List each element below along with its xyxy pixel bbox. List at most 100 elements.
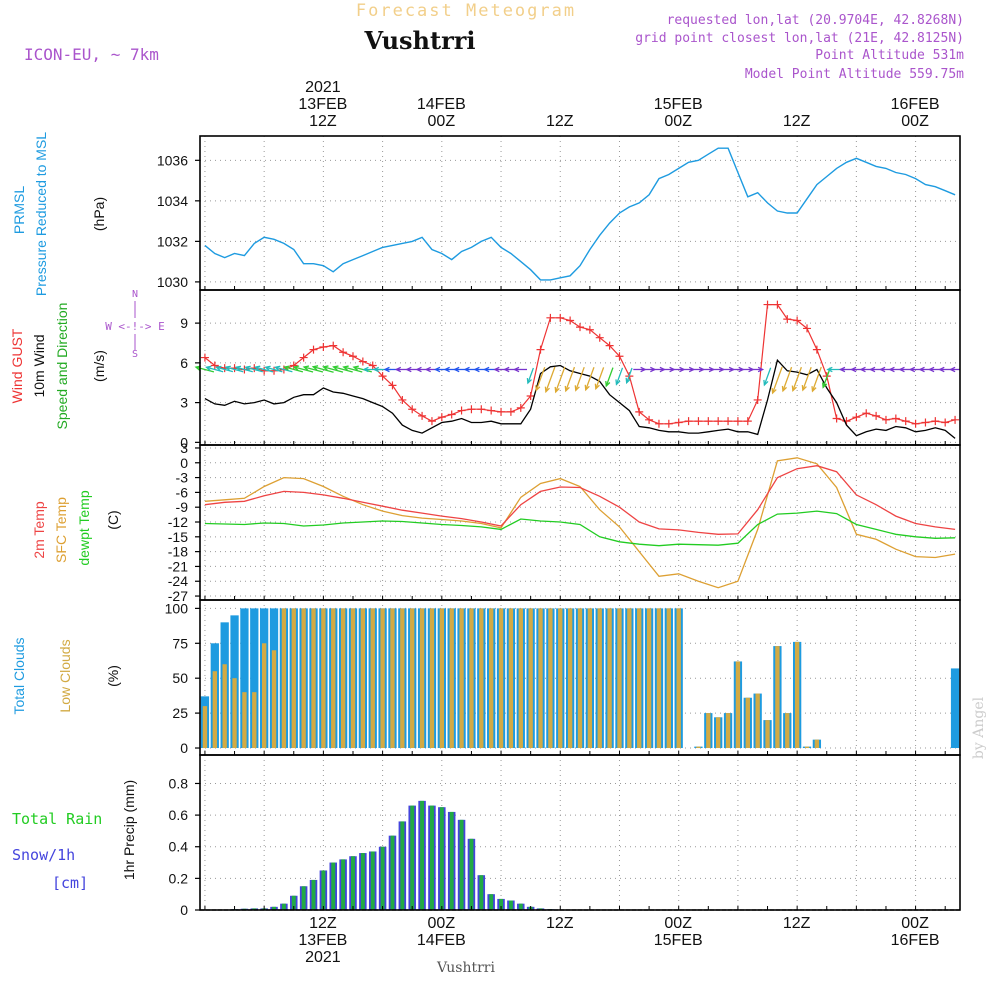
time-label-top: 14FEB (417, 96, 466, 113)
total-cloud-bar (250, 608, 259, 749)
ytick-label: -24 (168, 573, 188, 589)
wind-arrow (554, 366, 566, 394)
gust-point (526, 391, 535, 400)
gust-point (585, 325, 594, 334)
low-cloud-bar (538, 608, 543, 749)
time-label-top: 16FEB (891, 96, 940, 113)
precip-bar (439, 807, 444, 910)
gust-point (891, 414, 900, 423)
wind-arrow (526, 367, 534, 385)
gust-point (437, 413, 446, 422)
ytick-label: 1036 (157, 152, 188, 168)
requested-coords: requested lon,lat (20.9704E, 42.8268N) (667, 13, 964, 28)
time-label-top: 12Z (309, 113, 337, 130)
gust-point (941, 418, 950, 427)
total-clouds-label: Total Clouds (11, 637, 27, 714)
gust-point (951, 415, 960, 424)
wind-arrow (791, 366, 803, 393)
gust-point (783, 315, 792, 324)
wind-arrow (234, 365, 253, 373)
gust-point (348, 352, 357, 361)
grid-point-coords: grid point closest lon,lat (21E, 42.8125… (635, 31, 964, 46)
wind-arrow (535, 366, 546, 392)
watermark: by Angel (971, 696, 987, 759)
compass-s: S (132, 349, 138, 360)
wind-arrow (215, 365, 234, 373)
gust-point (358, 357, 367, 366)
low-cloud-bar (469, 608, 474, 749)
gust-point (200, 353, 209, 362)
time-label-bottom: 00Z (901, 915, 929, 932)
gust-point (487, 406, 496, 415)
gust-point (497, 407, 506, 416)
ytick-label: 0.8 (169, 775, 189, 791)
ytick-label: -15 (168, 529, 188, 545)
gust-point (339, 348, 348, 357)
low-cloud-bar (321, 608, 326, 749)
ytick-label: 1030 (157, 274, 188, 290)
wind-arrow (253, 365, 274, 373)
low-cloud-bar (360, 608, 366, 749)
low-cloud-bar (291, 608, 296, 749)
gust-point (694, 417, 703, 426)
gust-point (319, 342, 328, 351)
wind-arrow (703, 366, 716, 373)
wind-arrow (653, 366, 666, 373)
total-cloud-bar (950, 668, 960, 749)
ytick-label: 0.4 (169, 839, 189, 855)
wind-arrow (663, 366, 676, 373)
precip-bar (410, 805, 415, 910)
precip-bar (341, 859, 346, 910)
ytick-label: 6 (180, 355, 188, 371)
total-cloud-bar (240, 608, 249, 749)
low-cloud-bar (271, 650, 277, 749)
time-label-top: 00Z (901, 113, 929, 130)
gust-point (398, 395, 407, 404)
low-cloud-bar (725, 713, 731, 749)
low-cloud-bar (350, 608, 356, 749)
ytick-label: 0 (180, 455, 188, 471)
low-cloud-bar (814, 739, 820, 749)
tsfc-label: SFC Temp (53, 497, 69, 563)
low-cloud-bar (745, 697, 750, 749)
wind-arrow (224, 365, 244, 373)
gust-point (635, 407, 644, 416)
low-cloud-bar (242, 692, 247, 749)
low-cloud-bar (735, 661, 741, 749)
precip-bar (272, 906, 276, 910)
low-cloud-bar (261, 643, 267, 749)
wind-arrow (949, 366, 960, 373)
wind-arrow (322, 365, 344, 373)
low-cloud-bar (479, 608, 484, 749)
gust-point (901, 417, 910, 426)
pressure-unit: (hPa) (91, 197, 107, 231)
wind-arrow (273, 365, 293, 373)
wind-arrow (292, 365, 314, 373)
precip-bar (518, 903, 523, 910)
low-cloud-bar (380, 608, 385, 749)
low-cloud-bar (340, 608, 346, 749)
time-label-bottom: 12Z (783, 915, 811, 932)
wind-arrow (673, 366, 686, 373)
gust-point (299, 353, 308, 362)
gust-point (309, 345, 318, 354)
precip-bar (489, 894, 494, 910)
time-label-bottom: 13FEB (298, 932, 347, 949)
gust-point (911, 419, 920, 428)
gust-point (862, 409, 871, 418)
wind-arrow (811, 366, 822, 393)
low-cloud-bar (498, 608, 504, 749)
wind-arrow (771, 366, 783, 395)
low-cloud-bar (577, 608, 583, 749)
ytick-label: 50 (172, 670, 188, 686)
dewpt-label: dewpt Temp (76, 490, 92, 565)
footer-location: Vushtrri (436, 960, 495, 976)
low-cloud-bar (617, 608, 622, 749)
wind-arrow (781, 366, 793, 393)
gust-point (753, 395, 762, 404)
low-cloud-bar (785, 713, 790, 749)
precip-bar (331, 862, 336, 910)
location-title: Vushtrri (364, 26, 476, 55)
time-label-bottom: 16FEB (891, 932, 940, 949)
